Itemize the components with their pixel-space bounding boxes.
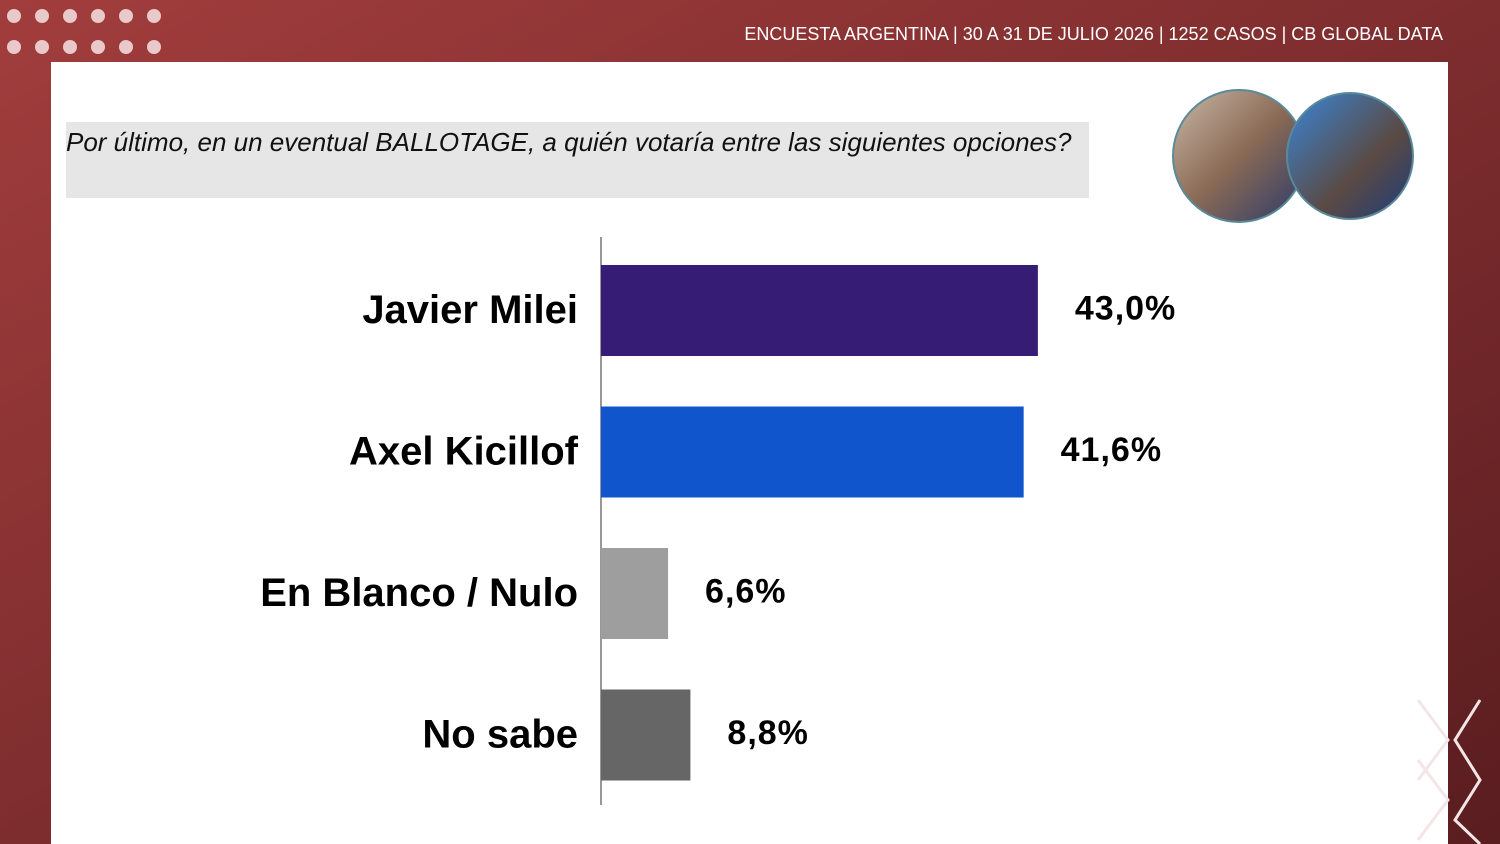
value-label: 6,6% (705, 572, 787, 610)
chevrons (1416, 699, 1482, 844)
question: Por último, en un eventual BALLOTAGE, a … (66, 122, 1089, 198)
photo (1286, 92, 1414, 220)
photo (1172, 89, 1306, 223)
category-label: En Blanco / Nulo (260, 571, 578, 615)
value-label: 41,6% (1061, 431, 1162, 469)
category-label: Axel Kicillof (349, 430, 579, 474)
dots (7, 9, 161, 54)
value-label: 43,0% (1075, 289, 1176, 327)
category-label: Javier Milei (362, 288, 578, 332)
bar (601, 548, 669, 639)
bar (601, 689, 691, 781)
header: ENCUESTA ARGENTINA | 30 A 31 DE JULIO 20… (744, 24, 1443, 44)
value-label: 8,8% (727, 714, 809, 752)
category-label: No sabe (422, 713, 578, 757)
bar (601, 406, 1024, 498)
bar (601, 265, 1038, 356)
